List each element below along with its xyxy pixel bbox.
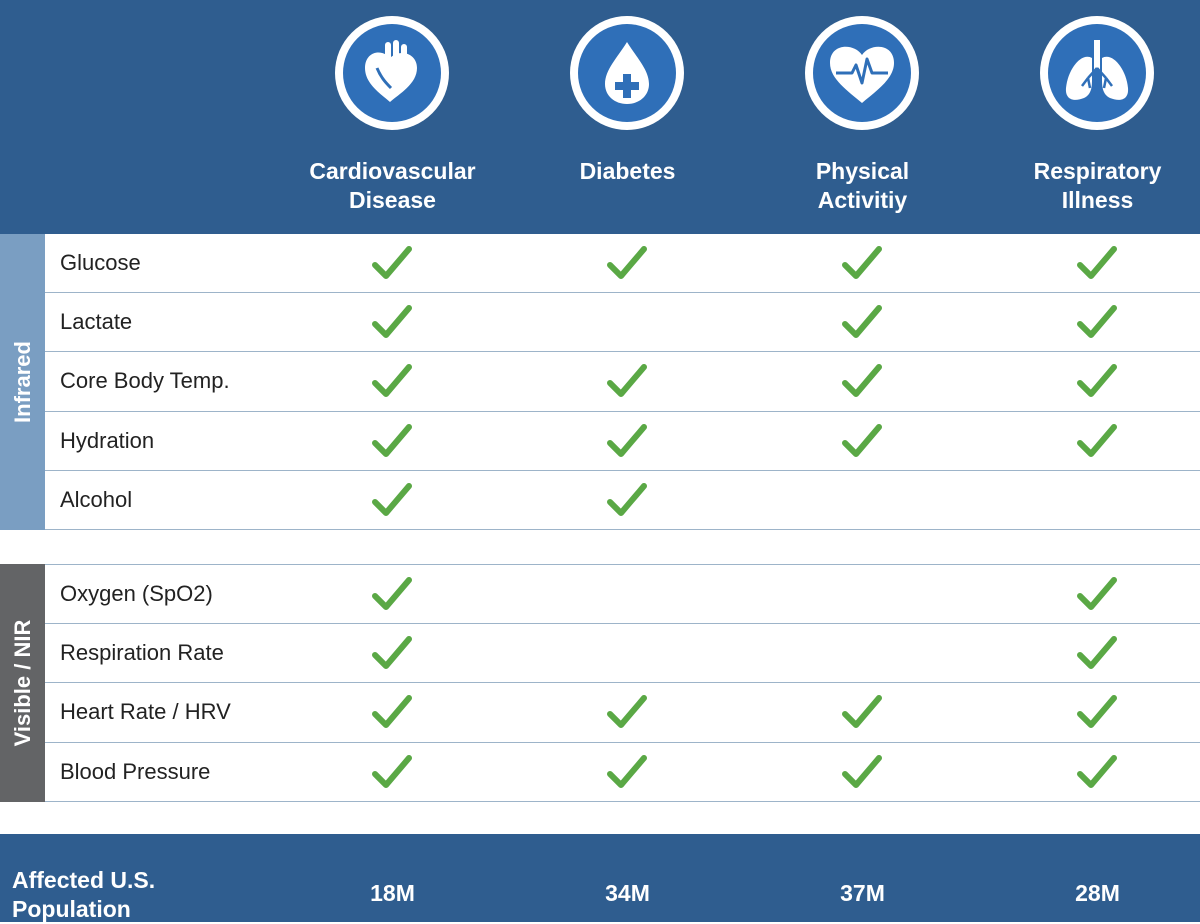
checkmark-icon [842, 364, 882, 398]
footer-label: Affected U.S. Population [12, 867, 156, 922]
row-label: Oxygen (SpO2) [60, 580, 213, 606]
checkmark-icon [1077, 576, 1117, 610]
row-label: Lactate [60, 309, 133, 335]
checkmark-icon [842, 423, 882, 457]
checkmark-icon [372, 695, 412, 729]
checkmark-icon [1077, 635, 1117, 669]
table-row: Oxygen (SpO2) [45, 564, 1200, 624]
checkmark-icon [607, 754, 647, 788]
table-row: Blood Pressure [45, 743, 1200, 802]
row-label: Blood Pressure [60, 758, 211, 784]
checkmark-icon [842, 246, 882, 280]
column-title: Respiratory Illness [1033, 158, 1162, 213]
checkmark-icon [372, 364, 412, 398]
row-label: Hydration [60, 427, 155, 453]
population-value: 18M [370, 880, 415, 906]
table-row: Alcohol [45, 471, 1200, 530]
column-title: Diabetes [579, 158, 676, 184]
checkmark-icon [372, 246, 412, 280]
icon-ring [570, 16, 684, 130]
checkmark-icon [372, 754, 412, 788]
checkmark-icon [372, 423, 412, 457]
table-row: Core Body Temp. [45, 352, 1200, 412]
checkmark-icon [1077, 754, 1117, 788]
column-respiratory: Respiratory Illness [980, 0, 1200, 234]
checkmark-icon [607, 695, 647, 729]
table-row: Glucose [45, 234, 1200, 294]
checkmark-icon [842, 695, 882, 729]
column-cardiovascular: Cardiovascular Disease [275, 0, 510, 234]
table-row: Hydration [45, 412, 1200, 471]
checkmark-icon [607, 364, 647, 398]
row-label: Respiration Rate [60, 639, 224, 665]
group-infrared: Infrared [0, 234, 45, 530]
checkmark-icon [1077, 246, 1117, 280]
heart-organ-icon [343, 24, 441, 122]
checkmark-icon [1077, 364, 1117, 398]
blood-drop-plus-icon [578, 24, 676, 122]
column-diabetes: Diabetes [510, 0, 745, 234]
heart-pulse-icon [813, 24, 911, 122]
checkmark-icon [372, 482, 412, 516]
population-value: 34M [605, 880, 650, 906]
table-row: Lactate [45, 293, 1200, 353]
checkmark-icon [607, 246, 647, 280]
group-visible-nir: Visible / NIR [0, 564, 45, 802]
checkmark-icon [1077, 695, 1117, 729]
header-band: Cardiovascular Disease Diabetes Physica [0, 0, 1200, 234]
row-label: Core Body Temp. [60, 368, 230, 394]
column-physical-activity: Physical Activitiy [745, 0, 980, 234]
table-row: Heart Rate / HRV [45, 683, 1200, 743]
checkmark-icon [1077, 305, 1117, 339]
column-title: Cardiovascular Disease [309, 158, 476, 213]
icon-ring [1040, 16, 1154, 130]
column-title: Physical Activitiy [815, 158, 910, 213]
lungs-icon [1048, 24, 1146, 122]
row-label: Glucose [60, 250, 141, 276]
checkmark-icon [842, 305, 882, 339]
row-label: Heart Rate / HRV [60, 699, 231, 725]
checkmark-icon [842, 754, 882, 788]
footer-band: Affected U.S. Population 18M 34M 37M 28M [0, 834, 1200, 922]
checkmark-icon [607, 423, 647, 457]
group-label: Visible / NIR [9, 619, 35, 747]
group-label: Infrared [9, 341, 35, 423]
checkmark-icon [372, 305, 412, 339]
checkmark-icon [1077, 423, 1117, 457]
icon-ring [805, 16, 919, 130]
population-value: 28M [1075, 880, 1120, 906]
checkmark-icon [372, 635, 412, 669]
population-value: 37M [840, 880, 885, 906]
row-label: Alcohol [60, 486, 133, 512]
checkmark-icon [372, 576, 412, 610]
checkmark-icon [607, 482, 647, 516]
table-row: Respiration Rate [45, 624, 1200, 683]
icon-ring [335, 16, 449, 130]
